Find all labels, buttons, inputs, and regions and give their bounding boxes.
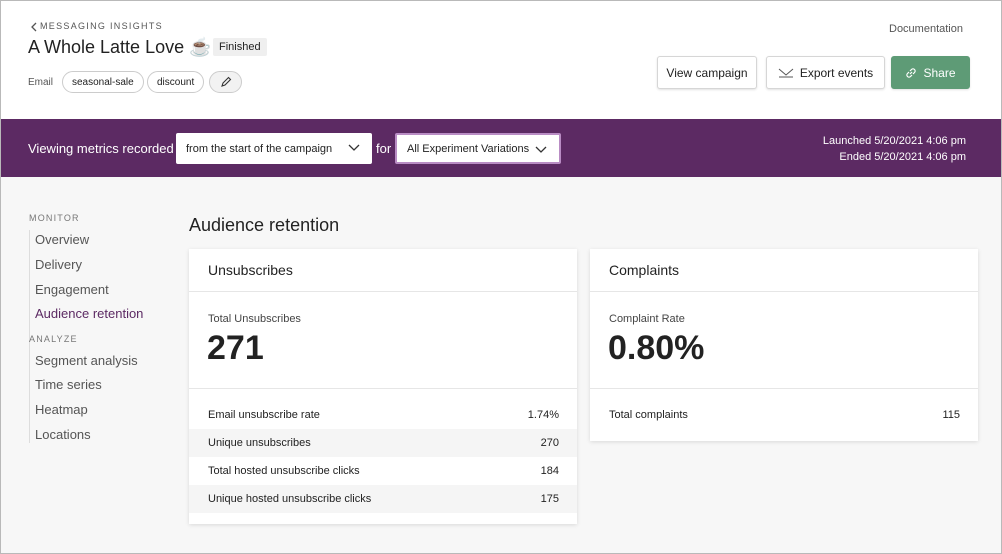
metric-row: Total complaints 115	[590, 401, 978, 429]
tag[interactable]: seasonal-sale	[62, 71, 144, 93]
row-value: 1.74%	[527, 409, 559, 421]
row-value: 184	[540, 465, 559, 477]
button-label: Share	[923, 65, 956, 80]
nav-section: MONITOR	[29, 213, 80, 223]
campaign-title: A Whole Latte Love ☕	[28, 37, 212, 57]
button-label: View campaign	[666, 65, 748, 80]
button-label: Export events	[799, 65, 874, 80]
filter-connector: for	[376, 141, 392, 156]
metric-value: 271	[207, 329, 264, 367]
card-title: Unsubscribes	[189, 249, 577, 292]
channel-label: Email	[28, 77, 54, 88]
share-button[interactable]: Share	[891, 56, 970, 89]
tag[interactable]: discount	[147, 71, 205, 93]
select-value: from the start of the campaign	[186, 142, 333, 155]
complaints-card: Complaints Complaint Rate 0.80% Total co…	[590, 249, 978, 441]
divider	[189, 388, 577, 389]
nav-item[interactable]: Segment analysis	[35, 353, 138, 368]
metric-row: Total hosted unsubscribe clicks 184	[189, 457, 577, 485]
metric-value: 0.80%	[608, 329, 705, 367]
divider	[590, 388, 978, 389]
filter-bar: Viewing metrics recorded from the start …	[1, 119, 1001, 177]
metric-label: Complaint Rate	[609, 313, 685, 325]
row-label: Unique unsubscribes	[208, 437, 311, 449]
row-label: Total hosted unsubscribe clicks	[208, 465, 360, 477]
metric-row: Email unsubscribe rate 1.74%	[189, 401, 577, 429]
row-label: Total complaints	[609, 409, 688, 421]
filter-label: Viewing metrics recorded	[28, 141, 174, 156]
card-title: Complaints	[590, 249, 978, 292]
status-badge: Finished	[213, 38, 267, 56]
row-value: 115	[942, 409, 960, 421]
nav-item[interactable]: Time series	[35, 377, 102, 392]
documentation-link[interactable]: Documentation	[889, 23, 963, 35]
page-heading: Audience retention	[189, 215, 340, 235]
back-chevron[interactable]	[31, 22, 39, 32]
nav-section: ANALYZE	[29, 334, 78, 344]
breadcrumb[interactable]: MESSAGING INSIGHTS	[40, 21, 163, 31]
time-range-select[interactable]: from the start of the campaign	[176, 133, 372, 164]
select-value: All Experiment Variations	[407, 142, 530, 155]
metric-row: Unique hosted unsubscribe clicks 175	[189, 485, 577, 513]
row-label: Unique hosted unsubscribe clicks	[208, 493, 372, 505]
nav-rule	[29, 230, 30, 443]
nav-item[interactable]: Heatmap	[35, 402, 88, 417]
metric-label: Total Unsubscribes	[208, 313, 301, 325]
nav-item[interactable]: Delivery	[35, 257, 82, 272]
header: MESSAGING INSIGHTS A Whole Latte Love ☕ …	[1, 1, 1001, 119]
nav-item[interactable]: Overview	[35, 232, 90, 247]
row-label: Email unsubscribe rate	[208, 409, 320, 421]
export-events-button[interactable]: Export events	[766, 56, 885, 89]
nav-item[interactable]: Engagement	[35, 282, 109, 297]
row-value: 175	[540, 493, 559, 505]
edit-tags-button[interactable]	[209, 71, 242, 93]
nav-item[interactable]: Locations	[35, 427, 91, 442]
row-value: 270	[540, 437, 559, 449]
nav-item-active[interactable]: Audience retention	[35, 306, 144, 321]
launched-date: Launched 5/20/2021 4:06 pm	[822, 135, 966, 147]
unsubscribes-card: Unsubscribes Total Unsubscribes 271 Emai…	[189, 249, 577, 524]
metric-row: Unique unsubscribes 270	[189, 429, 577, 457]
view-campaign-button[interactable]: View campaign	[657, 56, 757, 89]
variation-select[interactable]: All Experiment Variations	[395, 133, 561, 164]
ended-date: Ended 5/20/2021 4:06 pm	[839, 151, 966, 163]
